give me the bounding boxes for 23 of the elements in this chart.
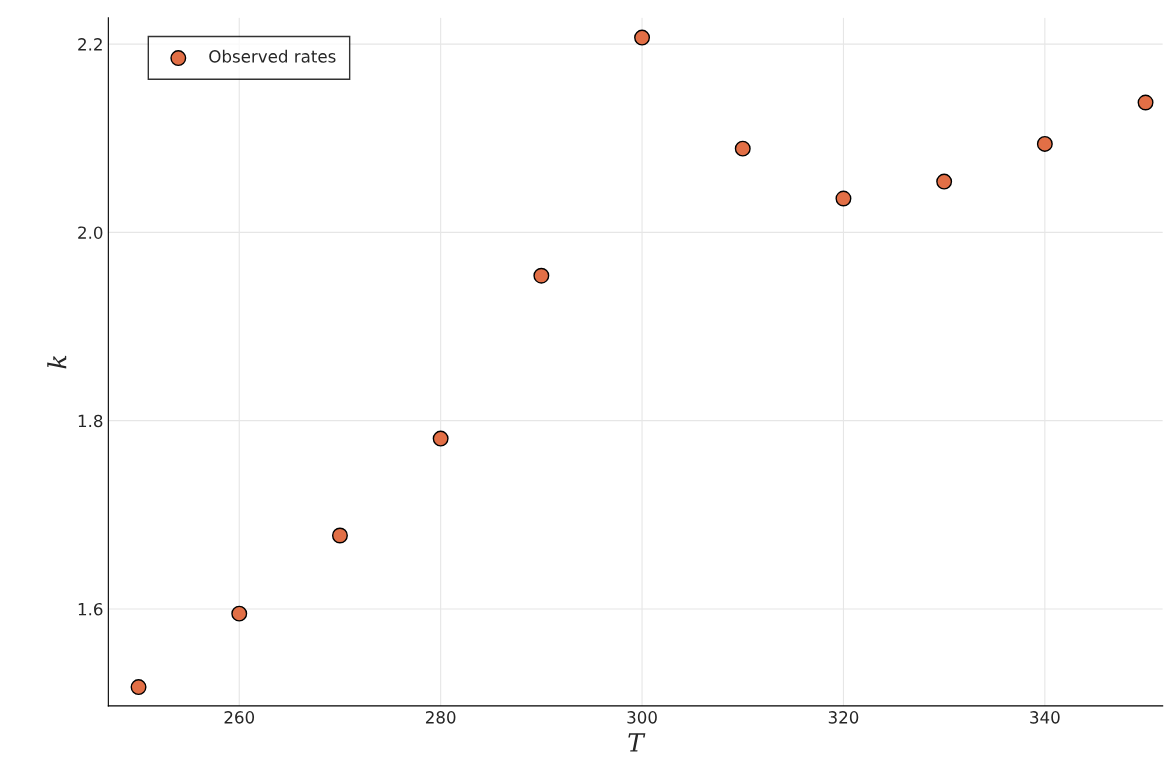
point [231, 605, 248, 622]
x-axis-title: T [628, 733, 646, 752]
point [533, 267, 550, 284]
point [1137, 94, 1154, 111]
x-tick-label: 320 [828, 711, 859, 724]
y-tick-label: 2.2 [78, 38, 102, 51]
x-tick-label: 280 [425, 711, 456, 724]
x-tick-label: 260 [224, 711, 255, 724]
y-tick-label: 1.6 [78, 602, 103, 616]
legend-label: Observed rates [209, 49, 336, 63]
point [936, 173, 953, 190]
y-axis-title: k [47, 355, 67, 369]
point [432, 430, 449, 447]
point [734, 140, 751, 157]
x-tick-label: 340 [1030, 711, 1060, 724]
point [1036, 135, 1053, 152]
point [835, 190, 852, 207]
y-tick-label: 1.8 [78, 414, 103, 428]
point [634, 29, 651, 46]
point [130, 679, 147, 696]
point [331, 527, 348, 544]
x-tick-label: 300 [627, 711, 657, 724]
y-tick-label: 2.0 [78, 226, 103, 239]
